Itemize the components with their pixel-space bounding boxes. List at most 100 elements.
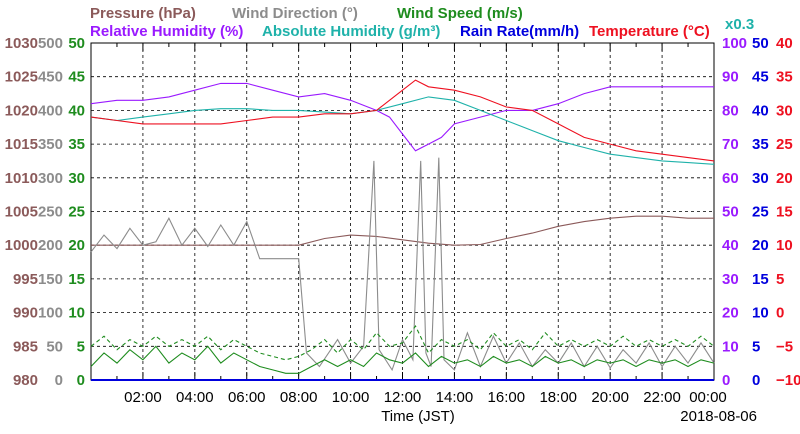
y-tick-temperature: −5: [776, 338, 793, 355]
y-tick-wind-direction: 400: [38, 102, 63, 119]
y-tick-rain-rate: 15: [752, 271, 769, 288]
y-tick-wind-speed: 30: [68, 170, 85, 187]
y-tick-relative-humidity: 20: [722, 305, 739, 322]
y-tick-pressure: 1010: [5, 170, 38, 187]
series-wind-speed: [90, 345, 715, 374]
series-absolute-humidity: [90, 96, 715, 165]
y-tick-rain-rate: 0: [752, 372, 760, 389]
absolute-humidity-scale-label: x0.3: [725, 16, 754, 33]
series-relative-humidity: [90, 82, 714, 152]
y-tick-relative-humidity: 100: [722, 35, 747, 52]
y-tick-pressure: 985: [13, 338, 38, 355]
y-tick-wind-direction: 250: [38, 204, 63, 221]
legend-rain-rate: Rain Rate(mm/h): [460, 23, 579, 40]
x-tick-label: 14:00: [436, 389, 474, 406]
y-tick-temperature: 15: [776, 204, 793, 221]
y-tick-wind-direction: 100: [38, 305, 63, 322]
y-tick-wind-direction: 150: [38, 271, 63, 288]
y-tick-wind-speed: 25: [68, 204, 85, 221]
y-axes: 9809859909951000100510101015102010251030…: [5, 35, 800, 389]
legend-relative-humidity: Relative Humidity (%): [90, 23, 243, 40]
y-tick-rain-rate: 35: [752, 136, 769, 153]
series-pressure: [91, 215, 714, 246]
y-tick-wind-direction: 450: [38, 69, 63, 86]
y-tick-rain-rate: 30: [752, 170, 769, 187]
x-tick-label: 00:00: [689, 389, 727, 406]
y-tick-wind-direction: 500: [38, 35, 63, 52]
y-tick-temperature: 0: [776, 305, 784, 322]
y-tick-relative-humidity: 40: [722, 237, 739, 254]
y-tick-wind-direction: 50: [46, 338, 63, 355]
y-tick-wind-speed: 0: [77, 372, 85, 389]
legend-temperature: Temperature (°C): [589, 23, 710, 40]
y-tick-rain-rate: 40: [752, 102, 769, 119]
series-wind-gust: [90, 325, 715, 361]
y-tick-wind-speed: 50: [68, 35, 85, 52]
y-tick-relative-humidity: 30: [722, 271, 739, 288]
y-tick-temperature: 30: [776, 102, 793, 119]
y-tick-rain-rate: 20: [752, 237, 769, 254]
y-tick-pressure: 1005: [5, 204, 38, 221]
grid: [91, 43, 714, 380]
x-tick-label: 20:00: [591, 389, 629, 406]
y-tick-pressure: 1015: [5, 136, 38, 153]
y-tick-pressure: 1025: [5, 69, 38, 86]
y-tick-rain-rate: 50: [752, 35, 769, 52]
y-tick-pressure: 990: [13, 305, 38, 322]
x-axis-label: Time (JST): [381, 408, 455, 425]
y-tick-wind-speed: 5: [77, 338, 85, 355]
date-label: 2018-08-06: [680, 408, 757, 425]
y-tick-relative-humidity: 60: [722, 170, 739, 187]
x-tick-label: 10:00: [332, 389, 370, 406]
series-temperature: [90, 79, 715, 162]
x-tick-label: 16:00: [488, 389, 526, 406]
y-tick-relative-humidity: 90: [722, 69, 739, 86]
y-tick-relative-humidity: 0: [722, 372, 730, 389]
y-tick-rain-rate: 25: [752, 204, 769, 221]
x-tick-label: 18:00: [539, 389, 577, 406]
y-tick-pressure: 1030: [5, 35, 38, 52]
x-tick-label: 12:00: [384, 389, 422, 406]
x-tick-label: 22:00: [643, 389, 681, 406]
y-tick-pressure: 1020: [5, 102, 38, 119]
y-tick-rain-rate: 10: [752, 305, 769, 322]
y-tick-pressure: 995: [13, 271, 38, 288]
legend: Pressure (hPa) Wind Direction (°) Wind S…: [90, 5, 754, 40]
y-tick-relative-humidity: 70: [722, 136, 739, 153]
y-tick-temperature: 35: [776, 69, 793, 86]
y-tick-wind-direction: 350: [38, 136, 63, 153]
y-tick-wind-speed: 10: [68, 305, 85, 322]
series-group: [90, 79, 715, 381]
y-tick-temperature: 40: [776, 35, 793, 52]
y-tick-temperature: 10: [776, 237, 793, 254]
legend-wind-direction: Wind Direction (°): [232, 5, 358, 22]
y-tick-wind-speed: 40: [68, 102, 85, 119]
legend-wind-speed: Wind Speed (m/s): [397, 5, 523, 22]
y-tick-relative-humidity: 10: [722, 338, 739, 355]
y-tick-wind-direction: 0: [55, 372, 63, 389]
y-tick-pressure: 1000: [5, 237, 38, 254]
x-tick-label: 02:00: [124, 389, 162, 406]
y-tick-rain-rate: 5: [752, 338, 760, 355]
legend-pressure: Pressure (hPa): [90, 5, 196, 22]
x-tick-label: 06:00: [228, 389, 266, 406]
y-tick-wind-speed: 20: [68, 237, 85, 254]
y-tick-relative-humidity: 50: [722, 204, 739, 221]
x-tick-label: 04:00: [176, 389, 214, 406]
y-tick-wind-direction: 200: [38, 237, 63, 254]
y-tick-wind-direction: 300: [38, 170, 63, 187]
series-wind-direction: [90, 157, 715, 372]
x-tick-label: 08:00: [280, 389, 318, 406]
y-tick-temperature: −10: [776, 372, 800, 389]
y-tick-rain-rate: 45: [752, 69, 769, 86]
y-tick-wind-speed: 45: [68, 69, 85, 86]
y-tick-wind-speed: 15: [68, 271, 85, 288]
x-axis: 02:00 04:00 06:00 08:00 10:00 12:00 14:00 16:00…: [90, 43, 727, 406]
y-tick-temperature: 5: [776, 271, 784, 288]
legend-absolute-humidity: Absolute Humidity (g/m³): [262, 23, 440, 40]
y-tick-wind-speed: 35: [68, 136, 85, 153]
y-tick-relative-humidity: 80: [722, 102, 739, 119]
y-tick-temperature: 25: [776, 136, 793, 153]
y-tick-temperature: 20: [776, 170, 793, 187]
